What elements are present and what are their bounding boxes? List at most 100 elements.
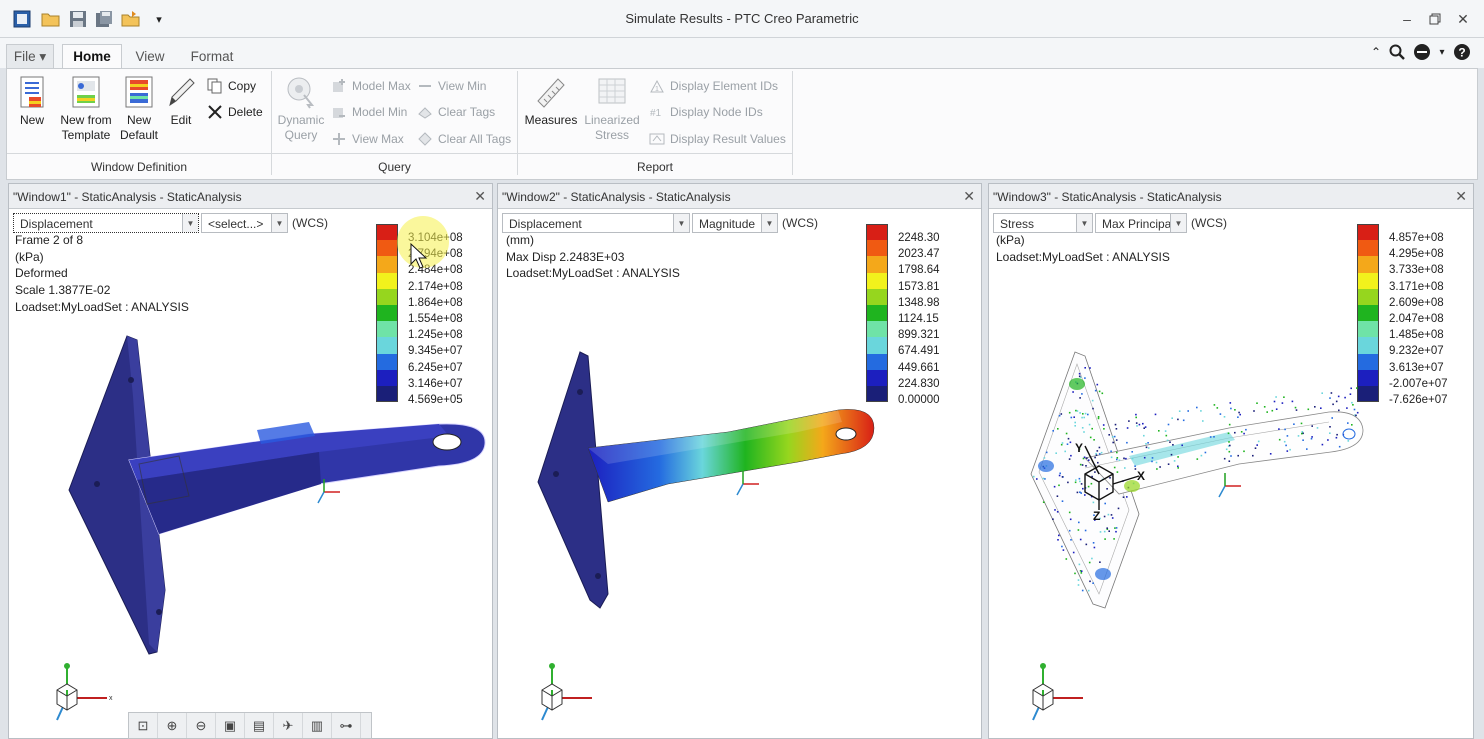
- stress-point: [1043, 457, 1046, 459]
- named-view-icon[interactable]: ▥: [303, 713, 332, 738]
- legend-value: 2248.30: [898, 232, 940, 244]
- stress-point: [1098, 446, 1101, 449]
- window-2-quantity-select[interactable]: Displacement ▼: [502, 213, 690, 233]
- info-line: Deformed: [15, 266, 68, 281]
- window-3-model-view[interactable]: Y X Z: [989, 184, 1475, 739]
- legend-swatch: [866, 288, 888, 305]
- stress-point: [1057, 539, 1059, 541]
- legend-swatch: [1357, 369, 1379, 386]
- clear-all-tags-button[interactable]: Clear All Tags: [417, 130, 511, 148]
- measures-button[interactable]: Measures: [523, 75, 579, 128]
- result-window-1[interactable]: "Window1" - StaticAnalysis - StaticAnaly…: [8, 183, 493, 739]
- clear-tags-icon: [417, 104, 433, 120]
- window-2-component-select[interactable]: Magnitude ▼: [692, 213, 778, 233]
- new-from-template-button[interactable]: New from Template: [55, 75, 117, 143]
- stress-point: [1069, 441, 1072, 444]
- dynamic-query-button[interactable]: Dynamic Query: [275, 75, 327, 143]
- legend-row: 2248.30: [866, 224, 986, 244]
- new-window-button[interactable]: New: [13, 75, 51, 128]
- group-separator: [792, 71, 793, 175]
- stress-point: [1253, 410, 1255, 412]
- zoom-in-icon[interactable]: ⊕: [158, 713, 187, 738]
- zoom-out-icon[interactable]: ⊖: [187, 713, 216, 738]
- window-2-model-view[interactable]: [498, 184, 983, 739]
- save-as-icon[interactable]: [93, 8, 115, 30]
- legend-value: 6.245e+07: [408, 361, 463, 374]
- window-1-model-view[interactable]: [9, 184, 494, 739]
- save-icon[interactable]: [67, 8, 89, 30]
- linearized-stress-icon: [598, 78, 626, 104]
- edit-button[interactable]: Edit: [163, 75, 199, 128]
- display-result-values-button[interactable]: Display Result Values: [649, 130, 786, 148]
- display-element-ids-button[interactable]: 1 Display Element IDs: [649, 77, 778, 95]
- stress-point: [1275, 396, 1277, 398]
- tab-view[interactable]: View: [135, 48, 165, 64]
- new-default-button[interactable]: New Default: [119, 75, 159, 143]
- result-window-2[interactable]: "Window2" - StaticAnalysis - StaticAnaly…: [497, 183, 982, 739]
- stress-point: [1159, 466, 1161, 468]
- repaint-icon[interactable]: ▣: [216, 713, 245, 738]
- stress-point: [1177, 467, 1179, 469]
- stress-point: [1114, 423, 1117, 426]
- window-3-component-select[interactable]: Max Principa ▼: [1095, 213, 1187, 233]
- community-icon[interactable]: [1412, 42, 1432, 62]
- stress-point: [1075, 479, 1077, 481]
- stress-point: [1254, 447, 1257, 449]
- linearized-stress-button[interactable]: Linearized Stress: [581, 75, 643, 143]
- minimize-icon[interactable]: –: [1403, 11, 1411, 27]
- stress-point: [1320, 407, 1322, 409]
- view-min-button[interactable]: View Min: [417, 77, 486, 95]
- refit-icon[interactable]: ⊡: [129, 713, 158, 738]
- legend-swatch: [1357, 353, 1379, 370]
- display-node-ids-button[interactable]: #1 Display Node IDs: [649, 103, 763, 121]
- tab-home[interactable]: Home: [62, 44, 122, 68]
- close-window-icon[interactable]: ✕: [1457, 10, 1469, 27]
- view-max-button[interactable]: View Max: [331, 130, 404, 148]
- model-max-label: Model Max: [352, 79, 411, 93]
- app-icon[interactable]: [11, 8, 33, 30]
- window-3-title: "Window3" - StaticAnalysis - StaticAnaly…: [989, 184, 1473, 209]
- group-divider: [272, 153, 517, 154]
- tab-format[interactable]: Format: [190, 48, 234, 64]
- stress-point: [1228, 423, 1231, 426]
- open-icon[interactable]: [40, 8, 62, 30]
- legend-swatch: [1357, 272, 1379, 289]
- window-2-close-icon[interactable]: ✕: [963, 188, 975, 204]
- stress-point: [1135, 416, 1137, 419]
- stress-point-cloud: [1033, 367, 1359, 592]
- legend-row: -7.626e+07: [1357, 385, 1477, 406]
- clear-tags-button[interactable]: Clear Tags: [417, 103, 495, 121]
- customize-dropdown-icon[interactable]: ▾: [156, 13, 162, 26]
- stress-point: [1134, 465, 1136, 467]
- stress-point: [1074, 425, 1076, 427]
- stress-point: [1106, 488, 1108, 490]
- window-1-quantity-value: Displacement: [20, 217, 93, 231]
- open-folder-icon[interactable]: [120, 8, 142, 30]
- spin-center-icon[interactable]: ✈: [274, 713, 303, 738]
- csys-display-icon[interactable]: ⊶: [332, 713, 361, 738]
- stress-point: [1104, 538, 1106, 540]
- copy-button[interactable]: Copy: [207, 77, 256, 95]
- stress-point: [1283, 396, 1285, 398]
- result-window-3[interactable]: "Window3" - StaticAnalysis - StaticAnaly…: [988, 183, 1474, 739]
- stress-point: [1097, 416, 1100, 418]
- tab-file[interactable]: File ▾: [6, 44, 54, 68]
- stress-point: [1271, 409, 1274, 412]
- restore-icon[interactable]: [1424, 9, 1446, 29]
- window-1-component-select[interactable]: <select...> ▼: [201, 213, 288, 233]
- stress-point: [1327, 439, 1329, 441]
- window-3-close-icon[interactable]: ✕: [1455, 188, 1467, 204]
- stress-point: [1187, 410, 1189, 412]
- delete-button[interactable]: Delete: [207, 103, 263, 121]
- minimize-ribbon-icon[interactable]: ⌃: [1370, 45, 1382, 59]
- window-1-quantity-select[interactable]: Displacement ▼: [13, 213, 199, 233]
- community-dropdown-icon[interactable]: ▾: [1439, 46, 1445, 58]
- window-3-quantity-select[interactable]: Stress ▼: [993, 213, 1093, 233]
- chevron-down-icon: ▼: [1170, 214, 1186, 232]
- model-max-button[interactable]: Model Max: [331, 77, 411, 95]
- window-1-close-icon[interactable]: ✕: [474, 188, 486, 204]
- help-icon[interactable]: ?: [1452, 42, 1472, 62]
- search-icon[interactable]: [1387, 42, 1407, 62]
- model-min-button[interactable]: Model Min: [331, 103, 407, 121]
- saved-views-icon[interactable]: ▤: [245, 713, 274, 738]
